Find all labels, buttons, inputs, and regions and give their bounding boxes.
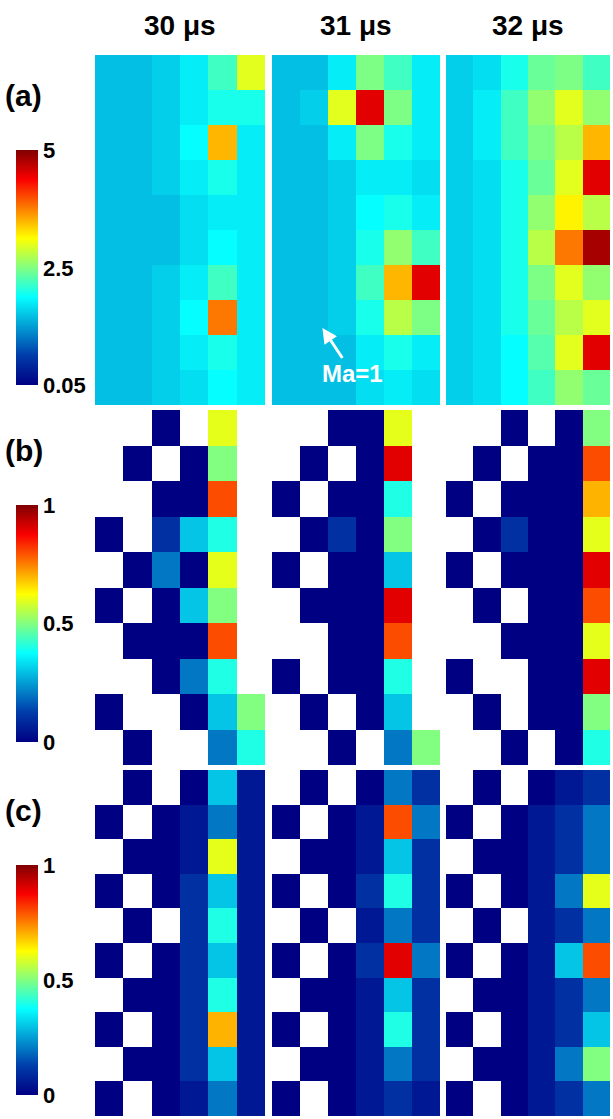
svg-text:0.05: 0.05 <box>43 373 86 398</box>
svg-text:(c): (c) <box>5 794 42 827</box>
svg-text:1: 1 <box>43 493 55 518</box>
svg-text:2.5: 2.5 <box>43 256 74 281</box>
svg-text:30 μs: 30 μs <box>144 10 216 41</box>
svg-text:Ma=1: Ma=1 <box>322 360 383 387</box>
svg-text:0: 0 <box>43 730 55 755</box>
svg-text:(a): (a) <box>5 79 42 112</box>
svg-text:32 μs: 32 μs <box>492 10 564 41</box>
svg-text:1: 1 <box>43 853 55 878</box>
svg-text:31 μs: 31 μs <box>320 10 392 41</box>
svg-text:5: 5 <box>43 138 55 163</box>
svg-text:0: 0 <box>43 1083 55 1108</box>
svg-text:0.5: 0.5 <box>43 611 74 636</box>
svg-text:(b): (b) <box>5 434 43 467</box>
svg-text:0.5: 0.5 <box>43 968 74 993</box>
